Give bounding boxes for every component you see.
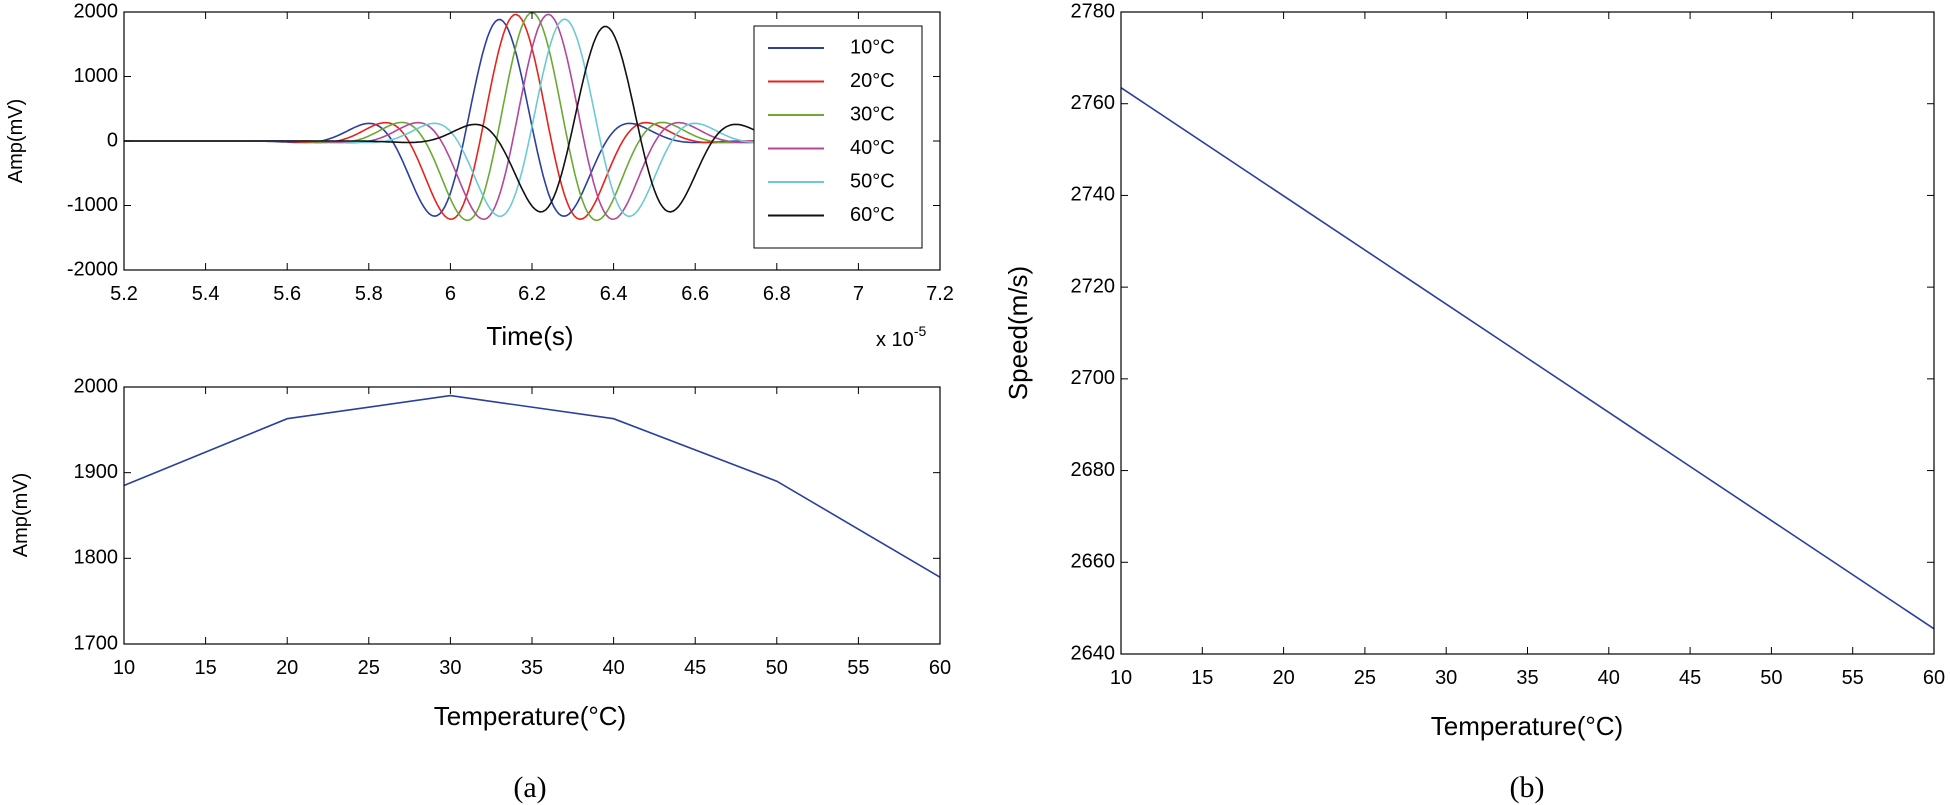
legend-label: 10°C: [850, 36, 895, 58]
x-tick-label: 6.8: [763, 283, 791, 305]
x-exponent: x 10-5: [876, 323, 926, 351]
x-tick-label: 25: [358, 657, 380, 679]
waveform-ticks: 5.2 5.4 5.6 5.8 6 6.2 6.4 6.6 6.8 7 7.2 -2000 -1000 0…: [67, 0, 954, 305]
x-tick-label: 10: [1110, 667, 1132, 689]
y-tick-label: -2000: [67, 258, 118, 280]
y-tick-label: 2780: [1071, 0, 1116, 22]
y-tick-label: 0: [107, 129, 118, 151]
y-tick-label: 2000: [74, 375, 119, 397]
legend: 10°C 20°C 30°C 40°C 50°C 60°C: [753, 25, 923, 249]
y-tick-label: 2660: [1071, 551, 1116, 573]
panel-label-b: (b): [1510, 771, 1545, 804]
y-tick-label: 2640: [1071, 642, 1116, 664]
legend-label: 40°C: [850, 137, 895, 159]
legend-items: 10°C 20°C 30°C 40°C 50°C 60°C: [768, 36, 895, 226]
x-tick-label: 60: [929, 657, 951, 679]
x-tick-label: 40: [602, 657, 624, 679]
y-tick-label: 2680: [1071, 459, 1116, 481]
x-tick-label: 40: [1598, 667, 1620, 689]
x-tick-label: 55: [847, 657, 869, 679]
legend-label: 20°C: [850, 70, 895, 92]
x-tick-label: 7: [853, 283, 864, 305]
panel-label-a: (a): [513, 771, 546, 804]
waveform-series-line: [124, 18, 769, 218]
x-tick-label: 20: [276, 657, 298, 679]
speed-temp-axes-box: [1120, 11, 1935, 655]
series-line: [1120, 87, 1935, 630]
x-tick-label: 30: [1435, 667, 1457, 689]
x-tick-label: 30: [439, 657, 461, 679]
x-tick-label: 15: [194, 657, 216, 679]
x-tick-label: 45: [1679, 667, 1701, 689]
x-tick-label: 5.8: [355, 283, 383, 305]
x-tick-label: 5.2: [110, 283, 138, 305]
x-tick-label: 6.4: [600, 283, 628, 305]
speed-temp-x-label: Temperature(°C): [1431, 711, 1623, 741]
x-tick-label: 10: [113, 657, 135, 679]
y-tick-label: 2720: [1071, 275, 1116, 297]
waveform-plot-area: [124, 12, 769, 222]
x-exponent-base: x 10: [876, 329, 914, 351]
x-tick-label: 6: [445, 283, 456, 305]
waveform-x-label: Time(s): [486, 321, 573, 351]
y-tick-label: 2740: [1071, 184, 1116, 206]
x-tick-label: 20: [1272, 667, 1294, 689]
waveform-y-label: Amp(mV): [5, 99, 27, 183]
x-tick-label: 5.6: [273, 283, 301, 305]
x-tick-label: 45: [684, 657, 706, 679]
y-tick-label: -1000: [67, 194, 118, 216]
y-tick-label: 2760: [1071, 92, 1116, 114]
waveform-series-line: [124, 12, 769, 222]
speed-temp-plot-area: [1120, 87, 1935, 630]
x-tick-label: 55: [1842, 667, 1864, 689]
amp-temp-x-label: Temperature(°C): [434, 701, 626, 731]
amp-temp-axes-box: [123, 386, 941, 645]
x-tick-label: 6.6: [681, 283, 709, 305]
legend-box: [753, 25, 923, 249]
y-tick-label: 1000: [74, 65, 119, 87]
x-tick-label: 5.4: [192, 283, 220, 305]
amp-temp-plot-area: [123, 394, 941, 578]
legend-label: 30°C: [850, 103, 895, 125]
speed-temp-chart: 10 15 20 25 30 35 40 45 50 55 60 2640 2660 2680 2700 27…: [1003, 0, 1945, 741]
x-tick-label: 6.2: [518, 283, 546, 305]
series-line: [123, 394, 941, 578]
x-tick-label: 25: [1354, 667, 1376, 689]
waveform-series-line: [124, 25, 769, 213]
speed-temp-ticks: 10 15 20 25 30 35 40 45 50 55 60 2640 2660 2680 2700 27…: [1071, 0, 1946, 689]
legend-label: 60°C: [850, 204, 895, 226]
legend-label: 50°C: [850, 170, 895, 192]
x-tick-label: 35: [521, 657, 543, 679]
x-tick-label: 60: [1923, 667, 1945, 689]
amp-temp-y-label: Amp(mV): [10, 473, 32, 557]
y-tick-label: 2700: [1071, 367, 1116, 389]
waveform-chart: 5.2 5.4 5.6 5.8 6 6.2 6.4 6.6 6.8 7 7.2 -2000 -1000 0…: [5, 0, 954, 351]
x-tick-label: 50: [1760, 667, 1782, 689]
amp-temp-ticks: 10 15 20 25 30 35 40 45 50 55 60 1700 1800 1900 2000: [74, 375, 952, 679]
x-exponent-power: -5: [914, 323, 927, 339]
x-tick-label: 35: [1516, 667, 1538, 689]
x-tick-label: 50: [766, 657, 788, 679]
waveform-series-line: [124, 18, 769, 218]
x-tick-label: 7.2: [926, 283, 954, 305]
y-tick-label: 1900: [74, 461, 119, 483]
y-tick-label: 2000: [74, 0, 119, 22]
x-tick-label: 15: [1191, 667, 1213, 689]
speed-temp-y-label: Speed(m/s): [1003, 266, 1033, 400]
y-tick-label: 1800: [74, 547, 119, 569]
amp-temp-chart: 10 15 20 25 30 35 40 45 50 55 60 1700 1800 1900 2000 T…: [10, 375, 951, 731]
y-tick-label: 1700: [74, 632, 119, 654]
